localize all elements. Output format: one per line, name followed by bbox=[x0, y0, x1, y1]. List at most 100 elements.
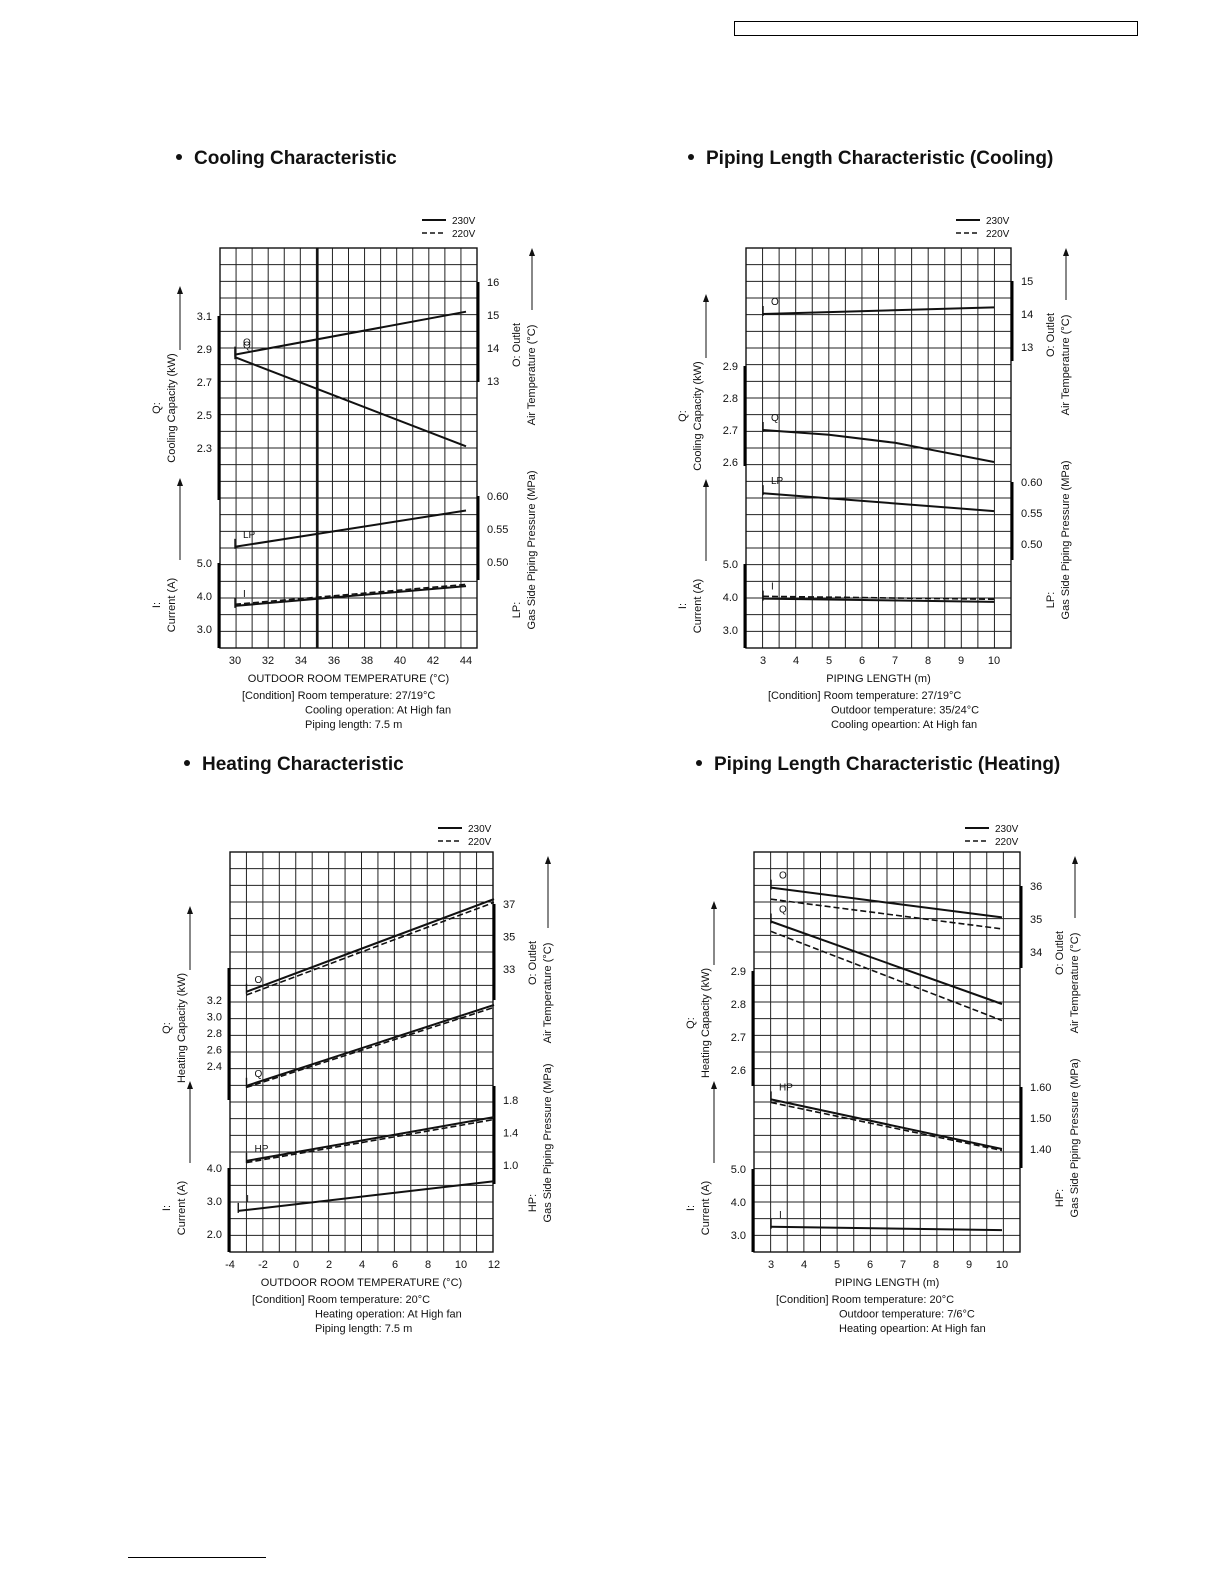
legend-label-220v: 220V bbox=[452, 229, 476, 240]
left-tick-label: 2.4 bbox=[207, 1061, 222, 1073]
series-o-230v-line bbox=[762, 306, 995, 315]
left-tick-label: 5.0 bbox=[731, 1164, 746, 1176]
x-tick-label: -2 bbox=[258, 1259, 268, 1271]
right-axis-name: O: Outlet bbox=[1045, 313, 1057, 357]
right-tick-label: 15 bbox=[1021, 276, 1033, 288]
x-tick-label: 12 bbox=[488, 1259, 500, 1271]
bullet-icon bbox=[696, 759, 702, 766]
series-label: O bbox=[779, 871, 787, 882]
series-label: O bbox=[771, 297, 779, 308]
left-tick-label: 2.9 bbox=[197, 344, 212, 356]
x-tick-label: 10 bbox=[988, 655, 1000, 667]
condition-text: [Condition] Room temperature: 20°C bbox=[252, 1294, 430, 1306]
left-axis-title: Heating Capacity (kW) bbox=[700, 968, 712, 1078]
right-axis-name: O: Outlet bbox=[527, 941, 539, 985]
left-tick-label: 4.0 bbox=[197, 591, 212, 603]
right-tick-label: 0.60 bbox=[487, 491, 508, 503]
arrow-up-icon bbox=[711, 1081, 717, 1089]
left-axis-title: Current (A) bbox=[692, 579, 704, 633]
chart-title-piping-heating: Piping Length Characteristic (Heating) bbox=[696, 754, 1060, 776]
left-axis-name: I: bbox=[151, 602, 163, 608]
arrow-up-icon bbox=[1063, 248, 1069, 256]
right-tick-label: 13 bbox=[1021, 342, 1033, 354]
left-tick-label: 3.0 bbox=[731, 1230, 746, 1242]
right-tick-label: 1.8 bbox=[503, 1095, 518, 1107]
heating-characteristic-chart: -4 -2 0 2 4 6 8 10 12 OUTDOOR ROOM TEMPERATURE (°… bbox=[161, 824, 554, 1335]
left-axis-name: Q: bbox=[677, 410, 689, 422]
legend-label-230v: 230V bbox=[452, 216, 476, 227]
legend-label-230v: 230V bbox=[468, 824, 492, 835]
left-tick-label: 2.5 bbox=[197, 410, 212, 422]
series-i-230v-line bbox=[234, 585, 467, 607]
x-tick-label: 6 bbox=[859, 655, 865, 667]
series-q-230v-line bbox=[246, 1003, 495, 1087]
series-o-230v-line bbox=[246, 898, 495, 993]
series-lp-230v-line bbox=[234, 509, 467, 548]
right-tick-label: 1.4 bbox=[503, 1128, 518, 1140]
left-tick-label: 2.8 bbox=[723, 393, 738, 405]
right-axis-name: HP: bbox=[1054, 1189, 1066, 1207]
x-tick-label: 9 bbox=[958, 655, 964, 667]
left-tick-label: 2.8 bbox=[207, 1028, 222, 1040]
series-220v-line bbox=[246, 901, 495, 996]
series-label: I bbox=[246, 1194, 249, 1205]
x-tick-label: 36 bbox=[328, 655, 340, 667]
arrow-up-icon bbox=[711, 901, 717, 909]
left-tick-label: 2.3 bbox=[197, 443, 212, 455]
left-tick-label: 3.0 bbox=[723, 625, 738, 637]
series-i-230v-line bbox=[770, 1225, 1003, 1232]
series-label: Q bbox=[771, 413, 779, 424]
x-tick-label: 32 bbox=[262, 655, 274, 667]
left-tick-label: 5.0 bbox=[197, 558, 212, 570]
series-q-230v-line bbox=[770, 920, 1003, 1005]
x-tick-label: 6 bbox=[867, 1259, 873, 1271]
title-text: Heating Characteristic bbox=[202, 754, 404, 775]
x-tick-label: 34 bbox=[295, 655, 307, 667]
condition-text: Piping length: 7.5 m bbox=[305, 719, 402, 731]
series-220v-line bbox=[762, 595, 995, 601]
x-tick-label: 4 bbox=[793, 655, 799, 667]
title-text: Cooling Characteristic bbox=[194, 148, 397, 169]
legend-label-220v: 220V bbox=[995, 837, 1019, 848]
condition-text: Outdoor temperature: 7/6°C bbox=[839, 1309, 975, 1321]
left-axis-title: Current (A) bbox=[166, 578, 178, 632]
bullet-icon bbox=[184, 759, 190, 766]
series-hp-230v-line bbox=[246, 1116, 495, 1162]
condition-text: [Condition] Room temperature: 27/19°C bbox=[242, 690, 435, 702]
left-tick-label: 2.9 bbox=[723, 361, 738, 373]
condition-text: Heating operation: At High fan bbox=[315, 1309, 462, 1321]
legend-label-220v: 220V bbox=[468, 837, 492, 848]
left-tick-label: 2.7 bbox=[723, 425, 738, 437]
right-axis-name: O: Outlet bbox=[511, 323, 523, 367]
x-tick-label: 10 bbox=[996, 1259, 1008, 1271]
right-tick-label: 0.55 bbox=[1021, 508, 1042, 520]
series-i-230v-line bbox=[238, 1180, 495, 1212]
x-tick-label: 0 bbox=[293, 1259, 299, 1271]
left-tick-label: 3.0 bbox=[207, 1196, 222, 1208]
arrow-up-icon bbox=[545, 856, 551, 864]
series-label: I bbox=[243, 589, 246, 600]
right-tick-label: 35 bbox=[503, 932, 515, 944]
chart-title-heating: Heating Characteristic bbox=[184, 754, 404, 776]
left-tick-label: 3.1 bbox=[197, 311, 212, 323]
right-axis-name: HP: bbox=[527, 1194, 539, 1212]
series-220v-line bbox=[770, 930, 1003, 1022]
x-tick-label: 42 bbox=[427, 655, 439, 667]
right-tick-label: 33 bbox=[503, 964, 515, 976]
left-tick-label: 5.0 bbox=[723, 559, 738, 571]
series-220v-line bbox=[234, 583, 467, 606]
chart-title-cooling: Cooling Characteristic bbox=[176, 148, 397, 170]
x-tick-label: 4 bbox=[801, 1259, 807, 1271]
series-label: I bbox=[771, 582, 774, 593]
left-axis-name: I: bbox=[161, 1205, 173, 1211]
x-tick-label: 10 bbox=[455, 1259, 467, 1271]
series-label: HP bbox=[255, 1144, 269, 1155]
right-axis-title: Air Temperature (°C) bbox=[1069, 933, 1081, 1034]
right-axis-title: Gas Side Piping Pressure (MPa) bbox=[1069, 1059, 1081, 1218]
left-axis-title: Heating Capacity (kW) bbox=[176, 973, 188, 1083]
title-text: Piping Length Characteristic (Heating) bbox=[714, 754, 1061, 775]
series-q-230v-line bbox=[762, 429, 995, 463]
x-tick-label: 5 bbox=[834, 1259, 840, 1271]
piping-cooling-chart: 3 4 5 6 7 8 9 10 PIPING LENGTH (m) [Condition] Ro… bbox=[677, 216, 1072, 731]
arrow-up-icon bbox=[703, 294, 709, 302]
